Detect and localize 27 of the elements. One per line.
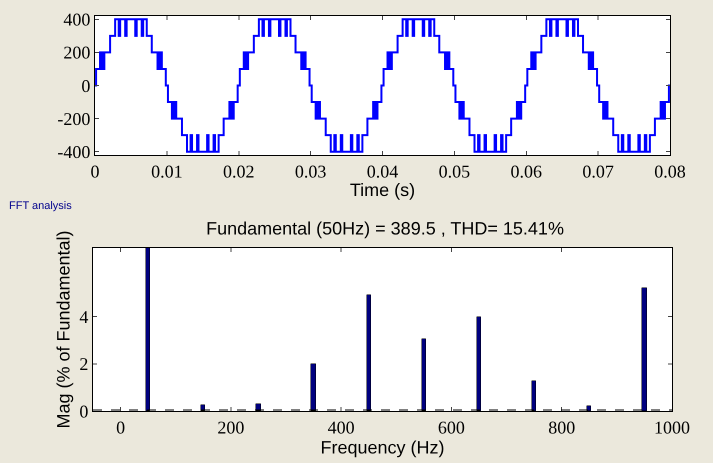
- x-tick-label: 0.06: [510, 162, 542, 182]
- x-tick-label: 0.01: [151, 162, 183, 182]
- x-tick-label: 1000: [654, 418, 690, 438]
- x-tick-label: 0: [116, 418, 126, 438]
- y-tick-label: -400: [57, 142, 90, 162]
- y-tick-label: 4: [79, 306, 88, 327]
- chart-title: Fundamental (50Hz) = 389.5 , THD= 15.41%: [206, 218, 564, 238]
- x-tick-label: 600: [438, 418, 465, 438]
- x-tick-label: 0.03: [294, 162, 326, 182]
- text: FFT analysis: [9, 200, 72, 212]
- x-tick-label: 800: [548, 418, 576, 438]
- x-axis-title: Time (s): [350, 180, 416, 200]
- y-tick-label: 400: [63, 10, 90, 30]
- y-axis-title: Mag (% of Fundamental): [54, 230, 74, 429]
- x-tick-label: 200: [217, 418, 244, 438]
- y-tick-label: -200: [57, 108, 90, 129]
- y-tick-label: 2: [79, 354, 88, 374]
- x-tick-label: 0.02: [223, 162, 254, 182]
- y-tick-label: 0: [79, 401, 88, 422]
- x-axis-title: Frequency (Hz): [320, 438, 445, 458]
- x-tick-label: 0.07: [582, 162, 614, 182]
- x-tick-label: 0.04: [366, 162, 398, 182]
- y-tick-label: 0: [81, 76, 90, 96]
- x-tick-label: 0.08: [654, 162, 686, 182]
- x-tick-label: 400: [328, 418, 355, 438]
- y-tick-label: 200: [63, 42, 90, 63]
- x-tick-label: 0.05: [438, 162, 470, 182]
